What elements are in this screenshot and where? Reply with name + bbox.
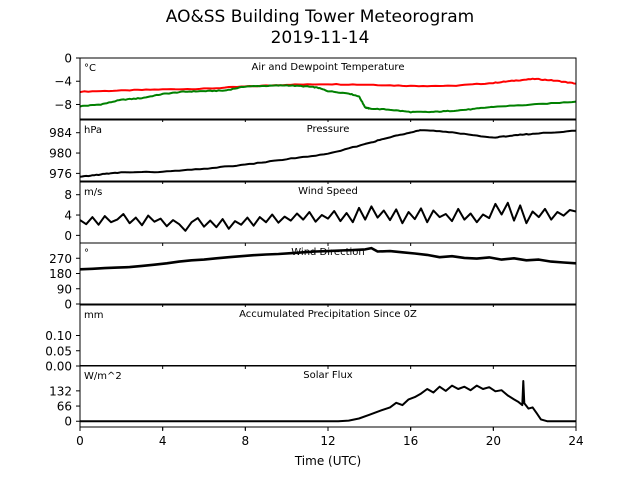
y-tick-label: 0.10 xyxy=(45,329,72,343)
y-tick-label: 180 xyxy=(49,267,72,281)
y-tick-label: 0.00 xyxy=(45,360,72,374)
series-line-5-0 xyxy=(80,380,576,423)
x-tick-label: 20 xyxy=(486,434,501,448)
panel-title: Wind Direction xyxy=(291,247,365,258)
panel-title: Wind Speed xyxy=(298,186,358,197)
y-tick-label: 0 xyxy=(64,415,72,429)
x-tick-label: 0 xyxy=(76,434,84,448)
y-tick-label: 90 xyxy=(57,282,72,296)
series-line-0-0 xyxy=(80,77,576,94)
y-tick-label: 984 xyxy=(49,126,72,140)
y-tick-label: −8 xyxy=(54,98,72,112)
panel-4: 0.100.05 0.00 mm Accumulated Precipitation … xyxy=(45,304,577,374)
y-tick-label: 270 xyxy=(49,252,72,266)
x-tick-label: 8 xyxy=(242,434,250,448)
y-tick-label: 0 xyxy=(64,52,72,66)
y-tick-label: 980 xyxy=(49,147,72,161)
series-line-1-0 xyxy=(80,129,576,178)
y-tick-label: 976 xyxy=(49,167,72,181)
y-tick-label: 8 xyxy=(64,188,72,202)
panel-unit-label: ° xyxy=(84,248,89,259)
figure-subtitle: 2019-11-14 xyxy=(270,28,370,48)
x-tick-label: 16 xyxy=(403,434,418,448)
y-tick-label: 132 xyxy=(49,384,72,398)
panel-unit-label: W/m^2 xyxy=(84,371,122,382)
x-tick-label: 4 xyxy=(159,434,167,448)
series-line-0-1 xyxy=(80,84,576,114)
series-line-3-0 xyxy=(80,246,576,271)
y-tick-label: 0 xyxy=(64,229,72,243)
x-axis: 0 4 8 12 16 20 24 Time (UTC) xyxy=(76,427,584,468)
panel-unit-label: mm xyxy=(84,310,103,321)
panel-2: 8 4 0 m/s Wind Speed xyxy=(64,181,577,246)
x-tick-label: 12 xyxy=(320,434,335,448)
y-tick-label: 0 xyxy=(64,298,72,312)
panel-title: Accumulated Precipitation Since 0Z xyxy=(239,309,417,320)
y-tick-label: 4 xyxy=(64,209,72,223)
x-axis-label: Time (UTC) xyxy=(294,454,361,468)
figure-title: AO&SS Building Tower Meteorogram xyxy=(165,7,475,27)
figure-title-block: AO&SS Building Tower Meteorogram 2019-11… xyxy=(0,7,640,49)
x-tick-label: 24 xyxy=(568,434,583,448)
y-tick-label: 66 xyxy=(57,400,72,414)
panel-title: Pressure xyxy=(307,124,350,135)
panel-0: 0 −4 −8 °C Air and Dewpoint Temperature xyxy=(54,52,577,122)
y-tick-label: 0.05 xyxy=(45,344,72,358)
series-line-2-0 xyxy=(80,201,576,232)
panel-unit-label: m/s xyxy=(84,187,102,198)
panel-unit-label: °C xyxy=(84,63,96,74)
panel-title: Air and Dewpoint Temperature xyxy=(252,62,405,73)
panel-unit-label: hPa xyxy=(84,125,102,136)
panel-1: 984 980 976 hPa Pressure xyxy=(49,119,577,184)
panel-title: Solar Flux xyxy=(303,370,353,381)
panel-5: 132 660 W/m^2 Solar Flux xyxy=(49,365,577,430)
panels-layer: 0−4−8°C Air and Dewpoint Temperature98498… xyxy=(45,52,577,430)
y-tick-label: −4 xyxy=(54,75,72,89)
